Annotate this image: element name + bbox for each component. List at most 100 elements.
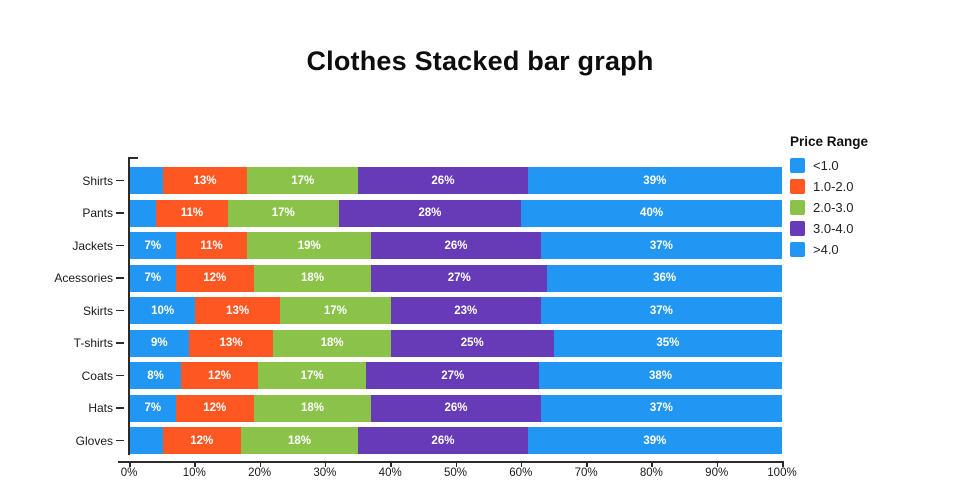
bar-segment-label: 8% [147, 369, 164, 382]
bar-segment[interactable]: 39% [527, 167, 782, 194]
category-label: T-shirts [73, 336, 113, 350]
bar-segment[interactable]: 12% [175, 394, 254, 422]
bar-segment[interactable]: 25% [390, 329, 554, 357]
bar-segment-label: 9% [151, 337, 168, 349]
bar-track: 12% 18% 26% 39% [130, 427, 782, 454]
legend-item[interactable]: <1.0 [790, 158, 955, 173]
legend: Price Range <1.0 1.0-2.0 2.0-3.0 3.0-4.0 >4.… [790, 134, 955, 263]
y-axis-top-cap [128, 157, 138, 159]
x-axis-tick [586, 461, 588, 467]
y-axis-tick [116, 309, 124, 312]
bar-segment[interactable]: 7% [130, 394, 176, 422]
bar-segment[interactable]: 11% [156, 199, 228, 227]
bar-segment[interactable]: 12% [181, 362, 258, 389]
x-axis-tick [259, 461, 262, 467]
bar-segment[interactable]: 18% [253, 264, 372, 292]
bar-segment[interactable]: 26% [358, 167, 528, 194]
bar-segment-label: 17% [271, 207, 295, 219]
category-label: Skirts [83, 303, 113, 318]
y-axis-tick [116, 277, 124, 279]
bar-segment-label: 26% [431, 434, 455, 447]
bar-segment[interactable]: 8% [130, 362, 182, 389]
bar-segment[interactable]: 7% [130, 232, 176, 259]
legend-swatch [790, 221, 805, 236]
bar-segment-label: 26% [444, 239, 468, 252]
bar-segment[interactable]: 13% [162, 167, 248, 194]
x-axis-tick [651, 461, 653, 467]
bar-segment[interactable]: 26% [358, 427, 528, 454]
legend-item[interactable]: 3.0-4.0 [790, 221, 955, 236]
bar-segment[interactable]: 17% [279, 297, 391, 324]
bar-segment-label: 17% [300, 369, 324, 382]
category-label: Acessories [54, 271, 113, 285]
bar-segment[interactable]: 12% [175, 264, 254, 292]
bar-segment-label: 39% [643, 434, 667, 447]
bar-segment[interactable]: 28% [338, 199, 522, 227]
bar-row: Jackets 7% 11% 19% 26% 37% [0, 232, 960, 259]
bar-segment[interactable]: 27% [371, 264, 548, 292]
bar-track: 9% 13% 18% 25% 35% [130, 329, 782, 357]
bar-segment[interactable]: 17% [257, 362, 367, 389]
bar-segment[interactable]: 13% [195, 297, 280, 324]
bar-track: 7% 12% 18% 27% 36% [130, 264, 782, 292]
legend-item-label: >4.0 [813, 242, 839, 257]
legend-swatch [790, 242, 805, 257]
x-axis-line [118, 461, 783, 463]
bar-segment[interactable]: 26% [371, 232, 541, 259]
legend-item-label: <1.0 [813, 158, 839, 173]
x-axis-tick-label: 20% [248, 467, 272, 479]
bar-segment[interactable]: 36% [547, 264, 782, 292]
bar-segment[interactable]: 35% [553, 329, 782, 357]
bar-segment[interactable]: 18% [240, 427, 359, 454]
bar-row: Pants 11% 17% 28% 40% [0, 199, 960, 227]
bar-segment-label: 28% [418, 207, 442, 219]
bar-segment[interactable] [130, 427, 163, 454]
bar-segment[interactable]: 11% [175, 232, 248, 259]
bar-segment-label: 12% [207, 369, 231, 382]
bar-segment-label: 39% [643, 174, 667, 187]
legend-item[interactable]: 2.0-3.0 [790, 200, 955, 215]
x-axis-tick [782, 461, 784, 467]
y-axis-tick [116, 439, 124, 442]
bar-segment[interactable]: 26% [371, 394, 541, 422]
bar-segment[interactable] [130, 167, 163, 194]
category-label: Hats [88, 401, 113, 415]
bar-segment[interactable]: 23% [390, 297, 541, 324]
bar-track: 7% 11% 19% 26% 37% [130, 232, 782, 259]
bar-row: T-shirts 9% 13% 18% 25% 35% [0, 329, 960, 357]
bar-segment[interactable]: 17% [247, 167, 359, 194]
bar-segment-label: 23% [454, 304, 478, 317]
bar-segment[interactable]: 9% [130, 329, 189, 357]
bar-segment[interactable]: 18% [253, 394, 372, 422]
bar-segment[interactable]: 27% [366, 362, 540, 389]
x-axis-tick-label: 80% [639, 467, 663, 479]
bar-segment[interactable]: 10% [130, 297, 196, 324]
plot-area: Shirts 13% 17% 26% 39% Pants 11% 17% 28% 40% Jacke… [0, 167, 960, 460]
bar-segment[interactable]: 18% [273, 329, 391, 357]
bar-segment[interactable] [130, 199, 157, 227]
bar-segment-label: 18% [287, 434, 312, 447]
bar-segment[interactable]: 17% [227, 199, 339, 227]
bar-segment-label: 18% [301, 272, 325, 284]
bar-segment[interactable]: 13% [188, 329, 274, 357]
bar-segment[interactable]: 7% [130, 264, 176, 292]
bar-segment-label: 36% [653, 272, 677, 284]
x-axis-tick-label: 0% [120, 467, 138, 479]
bar-segment[interactable]: 12% [162, 427, 241, 454]
y-axis-tick [116, 179, 124, 182]
legend-item[interactable]: 1.0-2.0 [790, 179, 955, 194]
legend-item[interactable]: >4.0 [790, 242, 955, 257]
bar-segment[interactable]: 40% [521, 199, 782, 227]
bar-segment[interactable]: 37% [540, 394, 782, 422]
bar-segment[interactable]: 37% [540, 232, 782, 259]
x-axis-tick-label: 40% [378, 467, 402, 479]
bar-segment[interactable]: 19% [247, 232, 372, 259]
x-axis-tick-label: 100% [767, 467, 797, 479]
legend-item-label: 3.0-4.0 [813, 221, 854, 236]
x-axis-tick [324, 461, 327, 467]
bar-segment[interactable]: 39% [527, 427, 782, 454]
bar-segment[interactable]: 38% [539, 362, 782, 389]
bar-segment-label: 12% [203, 272, 227, 284]
bar-segment[interactable]: 37% [540, 297, 782, 324]
